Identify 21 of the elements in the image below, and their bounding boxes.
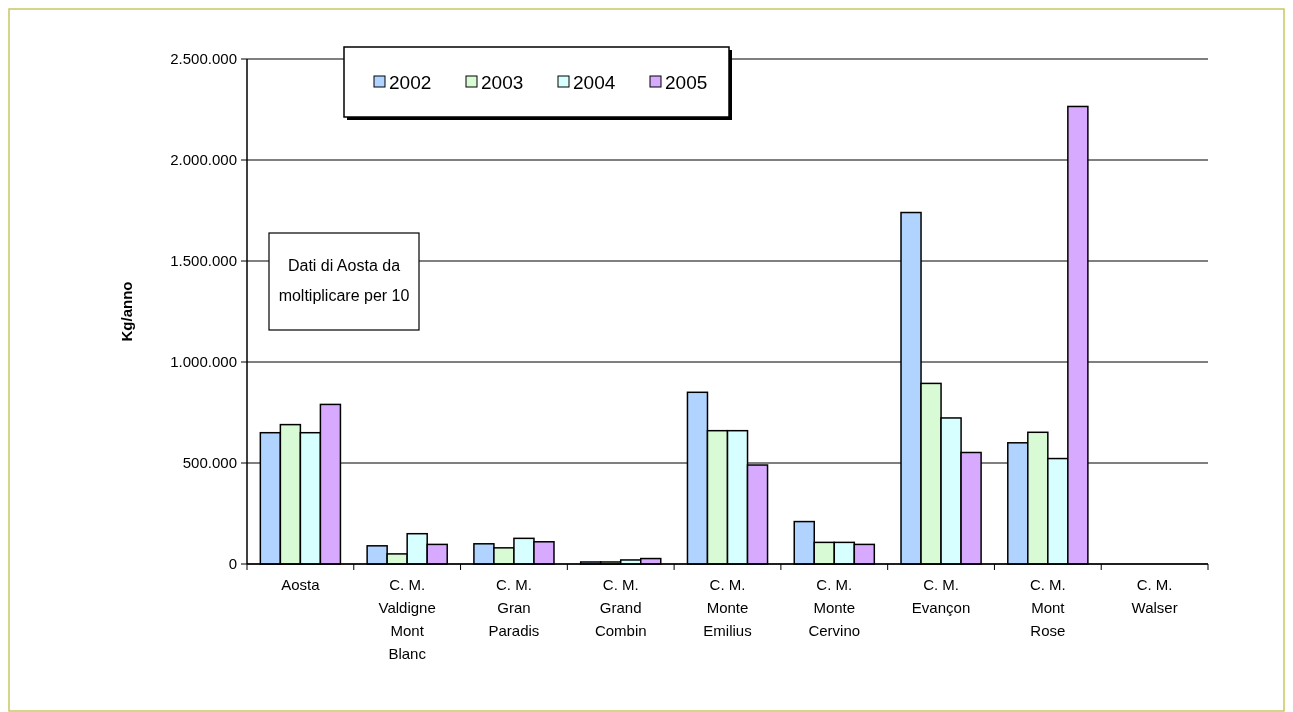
- x-tick-label: C. M. Gran Paradis: [488, 576, 540, 639]
- x-tick-label: C. M. Walser: [1131, 576, 1178, 616]
- x-tick-label: C. M. Monte Cervino: [808, 576, 861, 639]
- legend-label: 2002: [389, 71, 432, 93]
- annotation: Dati di Aosta da moltiplicare per 10: [278, 257, 410, 304]
- x-tick-label: C. M. Valdigne Mont Blanc: [378, 576, 436, 662]
- y-tick-label: 500.000: [182, 454, 237, 472]
- x-tick-label: C. M. Grand Combin: [594, 576, 647, 639]
- legend-label: 2004: [573, 71, 616, 93]
- x-tick-label: C. M. Mont Rose: [1029, 576, 1066, 639]
- x-tick-label: C. M. Monte Emilius: [703, 576, 752, 639]
- y-tick-label: 0: [228, 555, 237, 573]
- x-tick-label: C. M. Evançon: [911, 576, 971, 616]
- legend-label: 2003: [481, 71, 524, 93]
- y-tick-label: 2.000.000: [170, 151, 237, 169]
- y-tick-label: 1.000.000: [170, 353, 237, 371]
- x-tick-label: Aosta: [281, 576, 321, 593]
- y-tick-label: 2.500.000: [170, 50, 237, 68]
- y-axis-title: Kg/anno: [118, 281, 135, 342]
- legend-label: 2005: [665, 71, 708, 93]
- y-tick-label: 1.500.000: [170, 252, 237, 270]
